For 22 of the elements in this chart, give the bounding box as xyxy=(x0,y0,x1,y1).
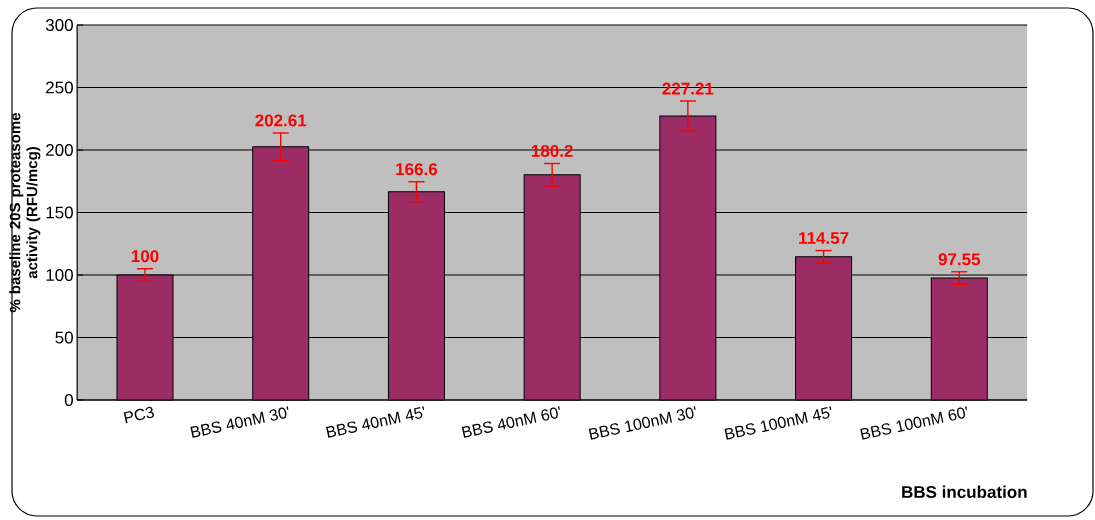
y-tick-label: 300 xyxy=(45,18,73,32)
data-label: 180.2 xyxy=(531,144,573,157)
y-tick-label: 50 xyxy=(55,331,73,344)
y-tick-label: 100 xyxy=(46,268,73,282)
data-label: 97.55 xyxy=(938,253,981,266)
y-tick-label: 200 xyxy=(46,143,73,157)
y-tick-label: 250 xyxy=(46,81,73,94)
x-tick-label: PC3 xyxy=(123,406,154,424)
data-label: 166.6 xyxy=(396,163,438,176)
x-tick-label: BBS 40nM 30' xyxy=(190,406,289,438)
x-tick-label: BBS 100nM 45' xyxy=(724,406,832,440)
x-tick-label: BBS 100nM 30' xyxy=(588,406,696,440)
x-tick-label: BBS 40nM 60' xyxy=(461,406,560,438)
y-tick-label: 0 xyxy=(64,393,73,407)
x-tick-label: BBS 40nM 45' xyxy=(326,406,425,438)
data-label: 114.57 xyxy=(799,232,849,245)
data-label: 100 xyxy=(131,250,159,263)
x-axis-title: BBS incubation xyxy=(902,485,1027,499)
y-tick-label: 150 xyxy=(46,206,73,219)
x-tick-label: BBS 100nM 60' xyxy=(860,406,967,440)
y-axis-title: % baseline 20S proteasome activity (RFU/mcg) xyxy=(9,113,41,313)
data-label: 202.61 xyxy=(255,114,307,127)
